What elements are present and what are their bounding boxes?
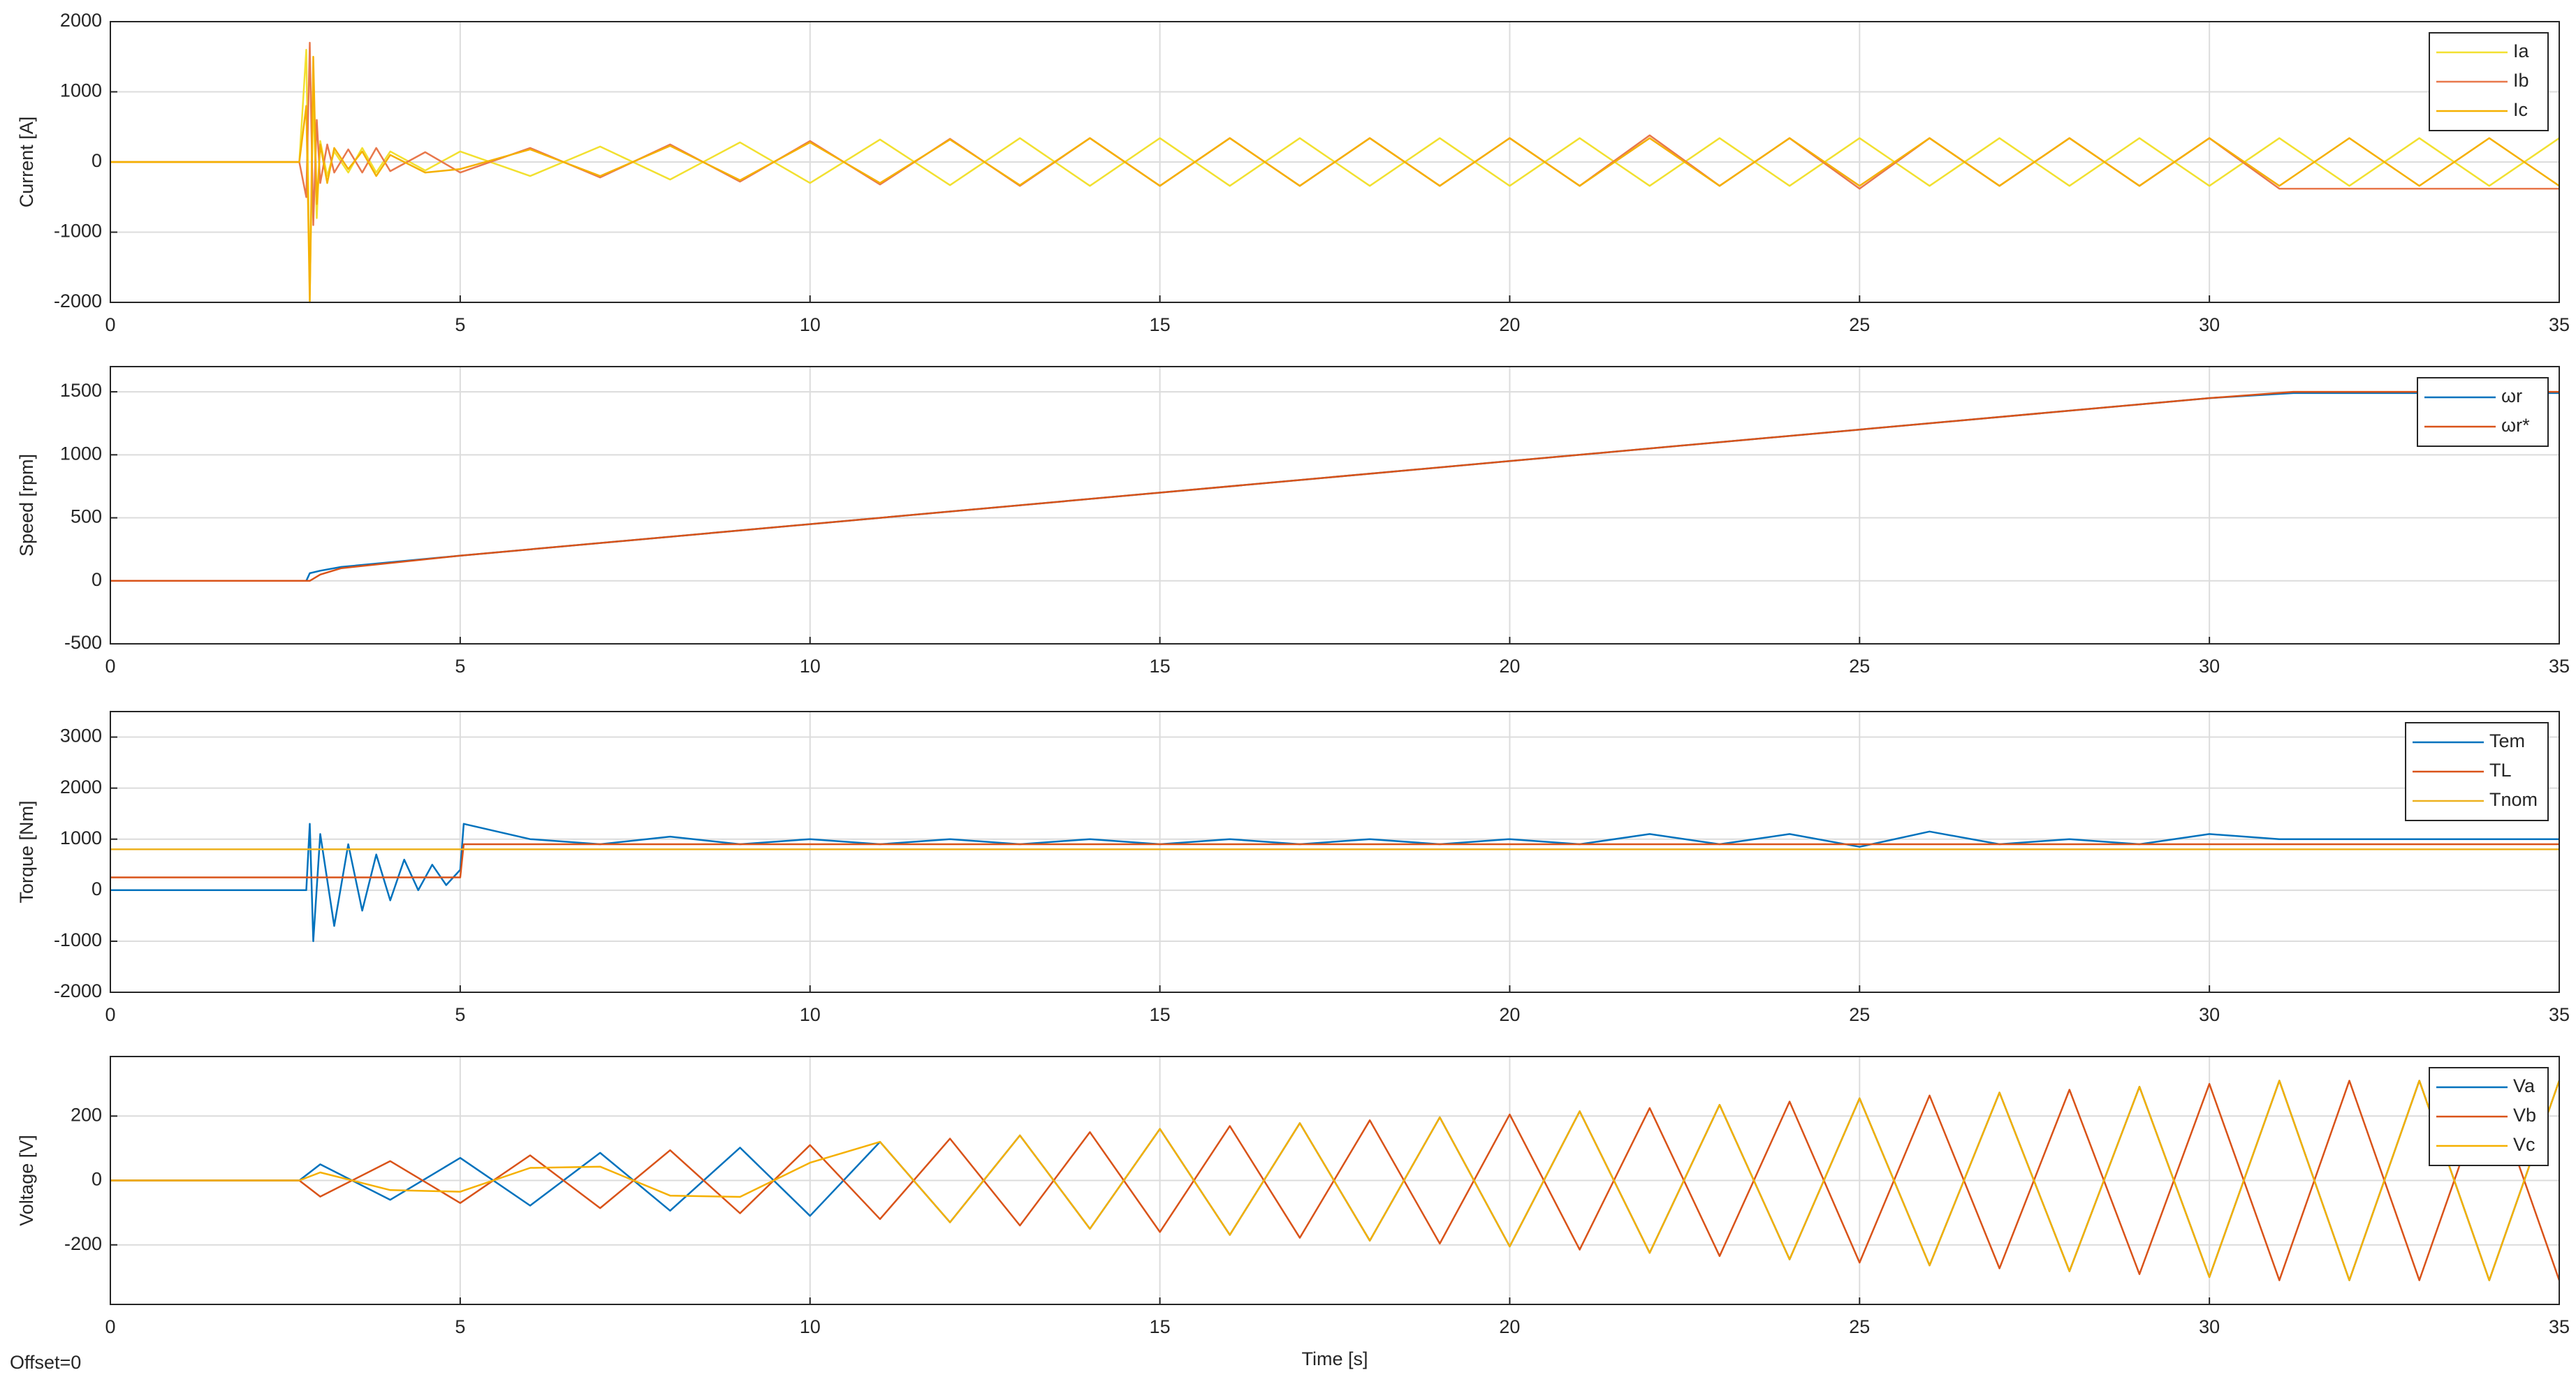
x-tick-label: 15 <box>1150 314 1171 335</box>
series-line <box>110 843 2559 878</box>
legend: Tem TL Tnom <box>2405 722 2549 821</box>
x-tick-label: 25 <box>1849 1316 1870 1337</box>
x-tick-label: 15 <box>1150 656 1171 677</box>
y-tick-label: 1000 <box>60 443 102 464</box>
y-tick-label: -200 <box>64 1233 102 1254</box>
x-tick-label: 25 <box>1849 1004 1870 1025</box>
y-tick-label: 0 <box>92 878 102 899</box>
y-tick-label: 3000 <box>60 726 102 746</box>
legend: ωr ωr* <box>2417 377 2549 447</box>
x-tick-label: 10 <box>800 1004 821 1025</box>
series-line <box>110 1080 2561 1281</box>
legend-label: Vb <box>2513 1105 2536 1126</box>
y-axis-label: Current [A] <box>16 117 37 208</box>
x-tick-label: 30 <box>2199 314 2220 335</box>
x-tick-label: 10 <box>800 656 821 677</box>
series-line <box>110 823 2559 943</box>
x-tick-label: 0 <box>105 1316 115 1337</box>
x-tick-label: 20 <box>1499 656 1520 677</box>
x-tick-label: 30 <box>2199 1316 2220 1337</box>
x-tick-label: 0 <box>105 1004 115 1025</box>
y-tick-label: -500 <box>64 632 102 653</box>
y-axis-label: Torque [Nm] <box>16 800 37 903</box>
legend-label: Va <box>2513 1075 2535 1096</box>
x-tick-label: 35 <box>2549 1004 2570 1025</box>
legend-label: Tem <box>2489 730 2525 751</box>
axes-box <box>110 21 2560 303</box>
x-tick-label: 35 <box>2549 314 2570 335</box>
legend-box <box>2417 377 2549 447</box>
y-tick-label: -1000 <box>54 929 102 950</box>
y-tick-label: 200 <box>71 1104 102 1125</box>
x-tick-label: 35 <box>2549 656 2570 677</box>
legend-label: ωr <box>2501 385 2522 406</box>
y-tick-label: 2000 <box>60 777 102 797</box>
subplot: 0 5 10 15 20 25 30 35 -2000 -1000 0 1000 2000 Current… <box>16 10 2570 335</box>
x-tick-label: 25 <box>1849 314 1870 335</box>
x-tick-label: 10 <box>800 314 821 335</box>
x-tick-label: 30 <box>2199 1004 2220 1025</box>
legend: Ia Ib Ic <box>2429 32 2549 131</box>
y-tick-label: 1500 <box>60 380 102 401</box>
legend-label: Tnom <box>2489 789 2538 810</box>
legend-label: ωr* <box>2501 415 2530 436</box>
y-tick-label: -2000 <box>54 980 102 1001</box>
y-tick-label: -1000 <box>54 221 102 242</box>
legend: Va Vb Vc <box>2429 1067 2549 1166</box>
x-tick-label: 5 <box>455 656 465 677</box>
legend-label: Ic <box>2513 99 2528 120</box>
x-axis-label: Time [s] <box>1301 1348 1368 1369</box>
y-tick-label: 2000 <box>60 10 102 31</box>
x-tick-label: 5 <box>455 1004 465 1025</box>
y-tick-label: 500 <box>71 506 102 527</box>
plot-area <box>110 367 2559 644</box>
x-tick-label: 35 <box>2549 1316 2570 1337</box>
legend-label: Ib <box>2513 70 2529 91</box>
x-tick-label: 15 <box>1150 1316 1171 1337</box>
plot-area <box>110 712 2559 992</box>
annotation: Offset=0 <box>10 1352 81 1373</box>
y-tick-label: 1000 <box>60 827 102 848</box>
y-tick-label: -2000 <box>54 290 102 311</box>
x-tick-label: 15 <box>1150 1004 1171 1025</box>
legend-label: TL <box>2489 760 2512 781</box>
x-tick-label: 5 <box>455 1316 465 1337</box>
y-tick-label: 1000 <box>60 80 102 101</box>
x-tick-label: 0 <box>105 656 115 677</box>
x-tick-label: 20 <box>1499 1004 1520 1025</box>
x-tick-label: 30 <box>2199 656 2220 677</box>
subplot: 0 5 10 15 20 25 30 35 -2000 -1000 0 1000 2000 3000 Tor… <box>16 711 2570 1025</box>
subplot: 0 5 10 15 20 25 30 35 -200 0 200 Voltage [V] Time [s… <box>10 1056 2570 1373</box>
x-tick-label: 10 <box>800 1316 821 1337</box>
axes-box <box>110 711 2560 993</box>
series-line <box>110 56 2560 304</box>
x-tick-label: 20 <box>1499 314 1520 335</box>
series-line <box>110 390 2559 582</box>
y-tick-label: 0 <box>92 1169 102 1190</box>
y-tick-label: 0 <box>92 150 102 171</box>
legend-label: Vc <box>2513 1134 2535 1155</box>
x-tick-label: 25 <box>1849 656 1870 677</box>
axes-box <box>110 366 2560 645</box>
x-tick-label: 20 <box>1499 1316 1520 1337</box>
y-axis-label: Voltage [V] <box>16 1135 37 1226</box>
legend-label: Ia <box>2513 41 2530 61</box>
y-axis-label: Speed [rpm] <box>16 454 37 557</box>
x-tick-label: 0 <box>105 314 115 335</box>
axes-box <box>110 1056 2560 1305</box>
series-line <box>110 1080 2561 1281</box>
x-tick-label: 5 <box>455 314 465 335</box>
y-tick-label: 0 <box>92 569 102 590</box>
